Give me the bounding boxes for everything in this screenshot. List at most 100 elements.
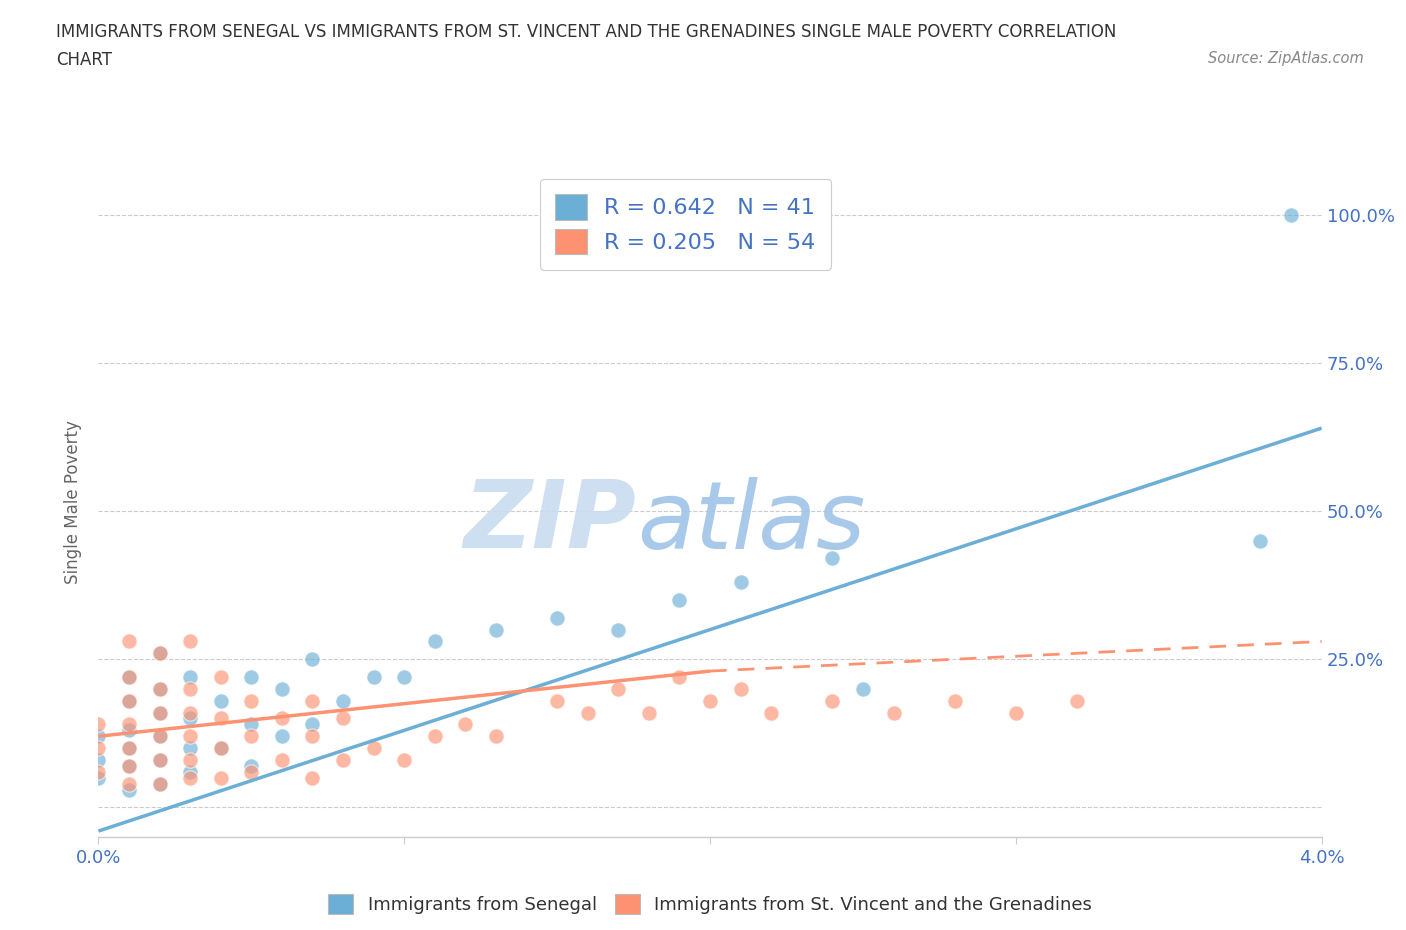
Point xyxy=(363,740,385,755)
Point xyxy=(301,729,323,744)
Point xyxy=(668,592,690,607)
Point xyxy=(240,693,263,708)
Point xyxy=(118,740,141,755)
Point xyxy=(699,693,721,708)
Point xyxy=(149,752,172,767)
Point xyxy=(546,693,568,708)
Point xyxy=(607,682,630,697)
Text: CHART: CHART xyxy=(56,51,112,69)
Text: IMMIGRANTS FROM SENEGAL VS IMMIGRANTS FROM ST. VINCENT AND THE GRENADINES SINGLE: IMMIGRANTS FROM SENEGAL VS IMMIGRANTS FR… xyxy=(56,23,1116,41)
Point xyxy=(1279,207,1302,222)
Text: Source: ZipAtlas.com: Source: ZipAtlas.com xyxy=(1208,51,1364,66)
Point xyxy=(301,717,323,732)
Point xyxy=(118,740,141,755)
Point xyxy=(87,729,110,744)
Point xyxy=(270,682,294,697)
Point xyxy=(730,575,752,590)
Point xyxy=(301,693,323,708)
Point xyxy=(179,634,201,649)
Point xyxy=(821,693,844,708)
Point xyxy=(332,693,354,708)
Point xyxy=(149,645,172,660)
Point xyxy=(270,752,294,767)
Point xyxy=(149,777,172,791)
Point xyxy=(118,693,141,708)
Legend: Immigrants from Senegal, Immigrants from St. Vincent and the Grenadines: Immigrants from Senegal, Immigrants from… xyxy=(321,886,1099,922)
Point xyxy=(301,652,323,667)
Text: atlas: atlas xyxy=(637,477,865,568)
Point xyxy=(852,682,875,697)
Point xyxy=(821,551,844,566)
Point xyxy=(149,752,172,767)
Point xyxy=(118,693,141,708)
Point xyxy=(1004,705,1026,720)
Point xyxy=(209,693,232,708)
Point xyxy=(240,759,263,774)
Point xyxy=(209,770,232,785)
Point xyxy=(485,729,508,744)
Point xyxy=(240,729,263,744)
Point xyxy=(179,740,201,755)
Point xyxy=(149,705,172,720)
Point xyxy=(668,670,690,684)
Point xyxy=(118,759,141,774)
Point xyxy=(149,645,172,660)
Point xyxy=(209,740,232,755)
Point xyxy=(118,723,141,737)
Point xyxy=(179,729,201,744)
Point xyxy=(209,740,232,755)
Point xyxy=(149,777,172,791)
Point xyxy=(332,711,354,726)
Point xyxy=(87,770,110,785)
Point xyxy=(1249,533,1271,548)
Point xyxy=(149,682,172,697)
Point xyxy=(149,729,172,744)
Point xyxy=(149,682,172,697)
Point xyxy=(576,705,599,720)
Point xyxy=(179,752,201,767)
Point xyxy=(118,782,141,797)
Point xyxy=(87,764,110,779)
Point xyxy=(454,717,477,732)
Point xyxy=(179,764,201,779)
Point xyxy=(485,622,508,637)
Point xyxy=(179,670,201,684)
Point xyxy=(607,622,630,637)
Point xyxy=(209,670,232,684)
Point xyxy=(270,711,294,726)
Point xyxy=(179,682,201,697)
Point xyxy=(423,634,446,649)
Point xyxy=(423,729,446,744)
Point xyxy=(87,717,110,732)
Point xyxy=(179,770,201,785)
Point xyxy=(179,705,201,720)
Point xyxy=(118,759,141,774)
Point xyxy=(883,705,905,720)
Point xyxy=(149,729,172,744)
Point xyxy=(87,752,110,767)
Point xyxy=(392,670,416,684)
Point xyxy=(1066,693,1088,708)
Point xyxy=(637,705,661,720)
Point xyxy=(87,740,110,755)
Point xyxy=(759,705,782,720)
Point xyxy=(392,752,416,767)
Point xyxy=(332,752,354,767)
Point xyxy=(363,670,385,684)
Text: ZIP: ZIP xyxy=(464,476,637,568)
Point xyxy=(179,711,201,726)
Point xyxy=(730,682,752,697)
Point xyxy=(209,711,232,726)
Point xyxy=(301,770,323,785)
Point xyxy=(118,777,141,791)
Point xyxy=(240,717,263,732)
Point xyxy=(118,634,141,649)
Point xyxy=(118,670,141,684)
Point xyxy=(270,729,294,744)
Point xyxy=(240,670,263,684)
Point xyxy=(546,610,568,625)
Point xyxy=(943,693,966,708)
Point xyxy=(149,705,172,720)
Y-axis label: Single Male Poverty: Single Male Poverty xyxy=(65,420,83,584)
Point xyxy=(118,670,141,684)
